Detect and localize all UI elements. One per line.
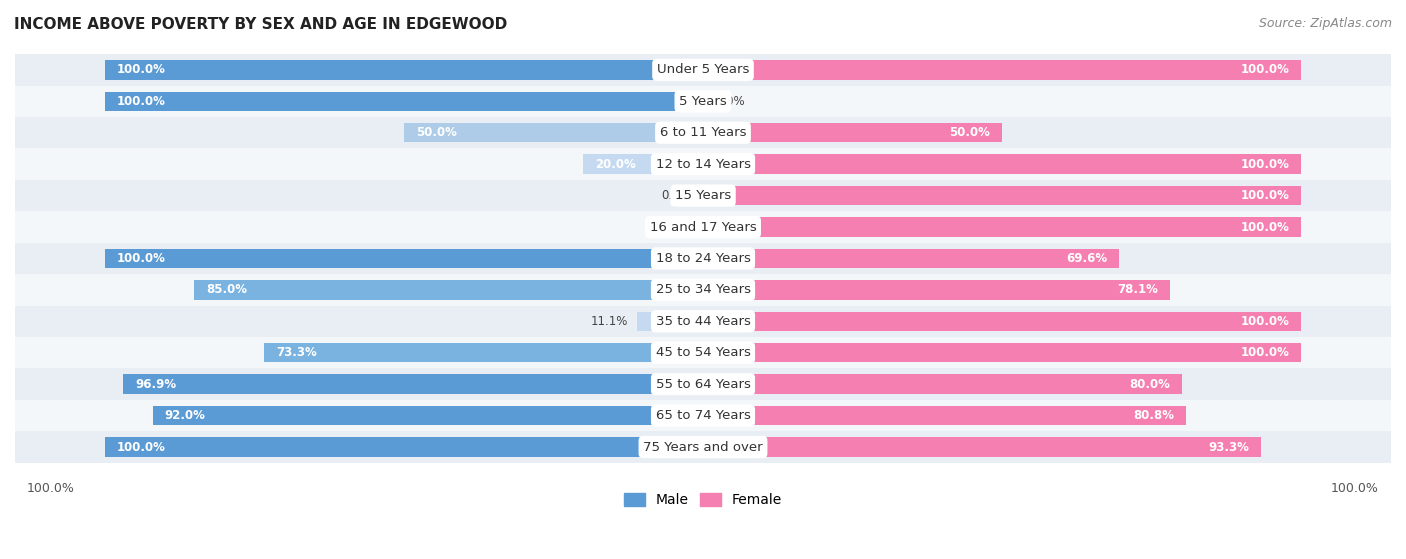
Bar	[15, 117, 1391, 149]
Text: 55 to 64 Years: 55 to 64 Years	[655, 378, 751, 391]
Bar	[104, 60, 703, 79]
Bar	[703, 343, 1302, 362]
Text: 16 and 17 Years: 16 and 17 Years	[650, 220, 756, 234]
Text: 100.0%: 100.0%	[117, 440, 166, 453]
Bar	[703, 217, 1302, 237]
Bar	[703, 406, 1187, 425]
Bar	[15, 400, 1391, 432]
Bar	[583, 154, 703, 174]
Bar	[15, 149, 1391, 180]
Bar	[703, 154, 1302, 174]
Bar	[703, 249, 1119, 268]
Text: 78.1%: 78.1%	[1118, 283, 1159, 296]
Bar	[15, 211, 1391, 243]
Bar	[15, 432, 1391, 463]
Text: 100.0%: 100.0%	[27, 482, 75, 495]
Text: 65 to 74 Years: 65 to 74 Years	[655, 409, 751, 422]
Bar	[637, 311, 703, 331]
Text: 6 to 11 Years: 6 to 11 Years	[659, 126, 747, 139]
Bar	[703, 375, 1181, 394]
Text: 100.0%: 100.0%	[117, 63, 166, 77]
Text: 100.0%: 100.0%	[1331, 482, 1379, 495]
Text: 0.0%: 0.0%	[716, 95, 745, 108]
Bar	[15, 368, 1391, 400]
Text: 11.1%: 11.1%	[591, 315, 627, 328]
Bar	[15, 337, 1391, 368]
Bar	[104, 92, 703, 111]
Text: 20.0%: 20.0%	[595, 158, 636, 170]
Text: 100.0%: 100.0%	[1240, 346, 1289, 359]
Legend: Male, Female: Male, Female	[619, 488, 787, 513]
Bar	[703, 311, 1302, 331]
Text: 92.0%: 92.0%	[165, 409, 205, 422]
Bar	[703, 280, 1170, 300]
Bar	[703, 123, 1002, 143]
Text: 100.0%: 100.0%	[1240, 315, 1289, 328]
Text: 45 to 54 Years: 45 to 54 Years	[655, 346, 751, 359]
Text: 80.0%: 80.0%	[1129, 378, 1170, 391]
Text: Source: ZipAtlas.com: Source: ZipAtlas.com	[1258, 17, 1392, 30]
Bar	[124, 375, 703, 394]
Bar	[15, 86, 1391, 117]
Bar	[15, 243, 1391, 274]
Text: 69.6%: 69.6%	[1066, 252, 1108, 265]
Bar	[703, 60, 1302, 79]
Text: 100.0%: 100.0%	[1240, 63, 1289, 77]
Text: 18 to 24 Years: 18 to 24 Years	[655, 252, 751, 265]
Bar	[15, 274, 1391, 306]
Bar	[104, 437, 703, 457]
Bar	[404, 123, 703, 143]
Text: 0.0%: 0.0%	[661, 220, 690, 234]
Text: INCOME ABOVE POVERTY BY SEX AND AGE IN EDGEWOOD: INCOME ABOVE POVERTY BY SEX AND AGE IN E…	[14, 17, 508, 32]
Bar	[15, 54, 1391, 86]
Text: 50.0%: 50.0%	[949, 126, 990, 139]
Bar	[703, 437, 1261, 457]
Bar	[15, 306, 1391, 337]
Text: 96.9%: 96.9%	[135, 378, 176, 391]
Text: 100.0%: 100.0%	[117, 95, 166, 108]
Text: 35 to 44 Years: 35 to 44 Years	[655, 315, 751, 328]
Text: 80.8%: 80.8%	[1133, 409, 1174, 422]
Bar	[104, 249, 703, 268]
Text: 5 Years: 5 Years	[679, 95, 727, 108]
Text: 100.0%: 100.0%	[1240, 220, 1289, 234]
Bar	[153, 406, 703, 425]
Text: 100.0%: 100.0%	[1240, 189, 1289, 202]
Text: 15 Years: 15 Years	[675, 189, 731, 202]
Text: Under 5 Years: Under 5 Years	[657, 63, 749, 77]
Bar	[15, 180, 1391, 211]
Text: 25 to 34 Years: 25 to 34 Years	[655, 283, 751, 296]
Text: 85.0%: 85.0%	[207, 283, 247, 296]
Text: 0.0%: 0.0%	[661, 189, 690, 202]
Text: 73.3%: 73.3%	[277, 346, 318, 359]
Text: 100.0%: 100.0%	[1240, 158, 1289, 170]
Bar	[703, 186, 1302, 205]
Bar	[194, 280, 703, 300]
Bar	[264, 343, 703, 362]
Text: 12 to 14 Years: 12 to 14 Years	[655, 158, 751, 170]
Text: 75 Years and over: 75 Years and over	[643, 440, 763, 453]
Text: 100.0%: 100.0%	[117, 252, 166, 265]
Text: 93.3%: 93.3%	[1208, 440, 1249, 453]
Text: 50.0%: 50.0%	[416, 126, 457, 139]
